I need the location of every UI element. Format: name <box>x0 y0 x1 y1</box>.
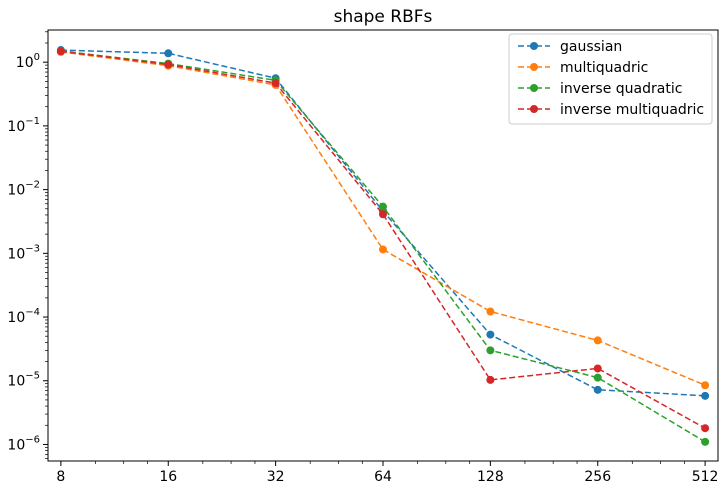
data-point <box>486 307 495 316</box>
x-tick-label: 256 <box>584 469 611 485</box>
data-point <box>593 336 602 345</box>
y-tick-label: 100 <box>16 52 40 71</box>
x-tick-label: 32 <box>267 469 285 485</box>
legend-swatch-marker <box>530 42 538 50</box>
legend-swatch-marker <box>530 105 538 113</box>
data-point <box>486 330 495 339</box>
data-point <box>486 346 495 355</box>
legend-label: multiquadric <box>560 60 648 76</box>
y-tick-label: 10−1 <box>7 116 40 135</box>
legend-label: inverse quadratic <box>560 81 682 97</box>
y-tick-label: 10−6 <box>7 434 40 453</box>
y-tick-label: 10−2 <box>7 180 40 199</box>
series-group <box>56 46 710 446</box>
legend: gaussian multiquadric inverse quadratic inv… <box>508 33 713 125</box>
legend-label: inverse multiquadric <box>560 102 704 118</box>
legend-swatch-marker <box>530 63 538 71</box>
data-point <box>486 375 495 384</box>
data-point <box>379 202 387 211</box>
data-point <box>593 364 602 373</box>
y-tick-label: 10−5 <box>7 371 40 390</box>
x-tick-label: 64 <box>374 469 392 485</box>
legend-label: gaussian <box>560 39 622 55</box>
legend-swatch-marker <box>530 84 538 92</box>
x-tick-label: 16 <box>159 469 177 485</box>
x-tick-label: 128 <box>477 469 504 485</box>
data-point <box>701 437 710 446</box>
data-point <box>271 79 280 88</box>
data-point <box>701 391 710 400</box>
data-point <box>593 385 602 394</box>
axis-ticks: 8 16 32 64 128 256 512 100 10−1 10−2 10−3 10−4 10−5 1… <box>7 31 719 485</box>
data-point <box>701 381 710 390</box>
data-point <box>701 424 710 433</box>
legend-box <box>508 33 713 125</box>
chart-title: shape RBFs <box>334 7 433 27</box>
data-point <box>593 373 602 382</box>
y-tick-label: 10−4 <box>7 307 40 326</box>
x-tick-label: 512 <box>692 469 719 485</box>
data-point <box>164 60 173 69</box>
data-point <box>379 245 387 254</box>
data-point <box>164 49 173 58</box>
data-point <box>56 47 65 56</box>
data-point <box>379 210 387 219</box>
x-tick-label: 8 <box>56 469 65 485</box>
y-tick-label: 10−3 <box>7 243 40 262</box>
